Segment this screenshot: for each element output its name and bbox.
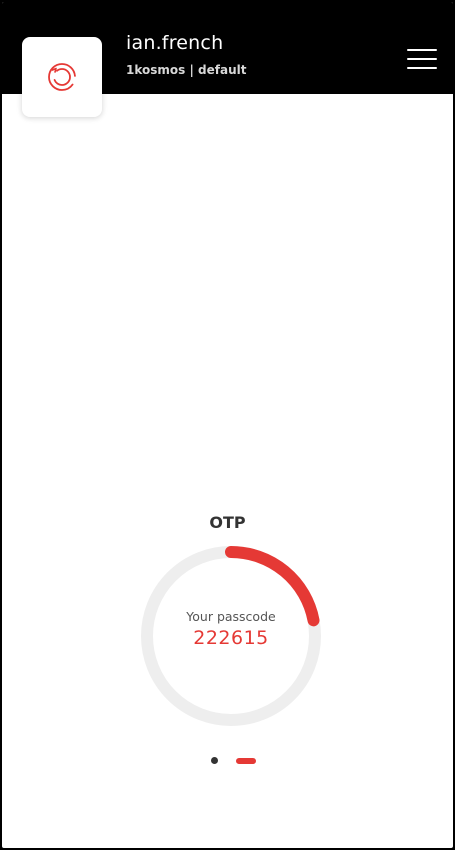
menu-line [407,67,437,69]
page-dot[interactable] [211,757,218,764]
otp-title: OTP [209,513,246,532]
passcode-label: Your passcode [186,609,276,624]
page-dot[interactable] [236,758,256,764]
menu-line [407,58,437,60]
passcode-value: 222615 [193,627,269,649]
hamburger-menu-button[interactable] [404,46,438,72]
account-subtitle: 1kosmos | default [126,63,247,77]
app-logo [22,37,102,117]
user-name: ian.french [126,32,224,54]
otp-timer-ring [141,546,321,726]
menu-line [407,49,437,51]
refresh-circle-icon [48,63,76,91]
timer-progress-arc [141,546,321,726]
